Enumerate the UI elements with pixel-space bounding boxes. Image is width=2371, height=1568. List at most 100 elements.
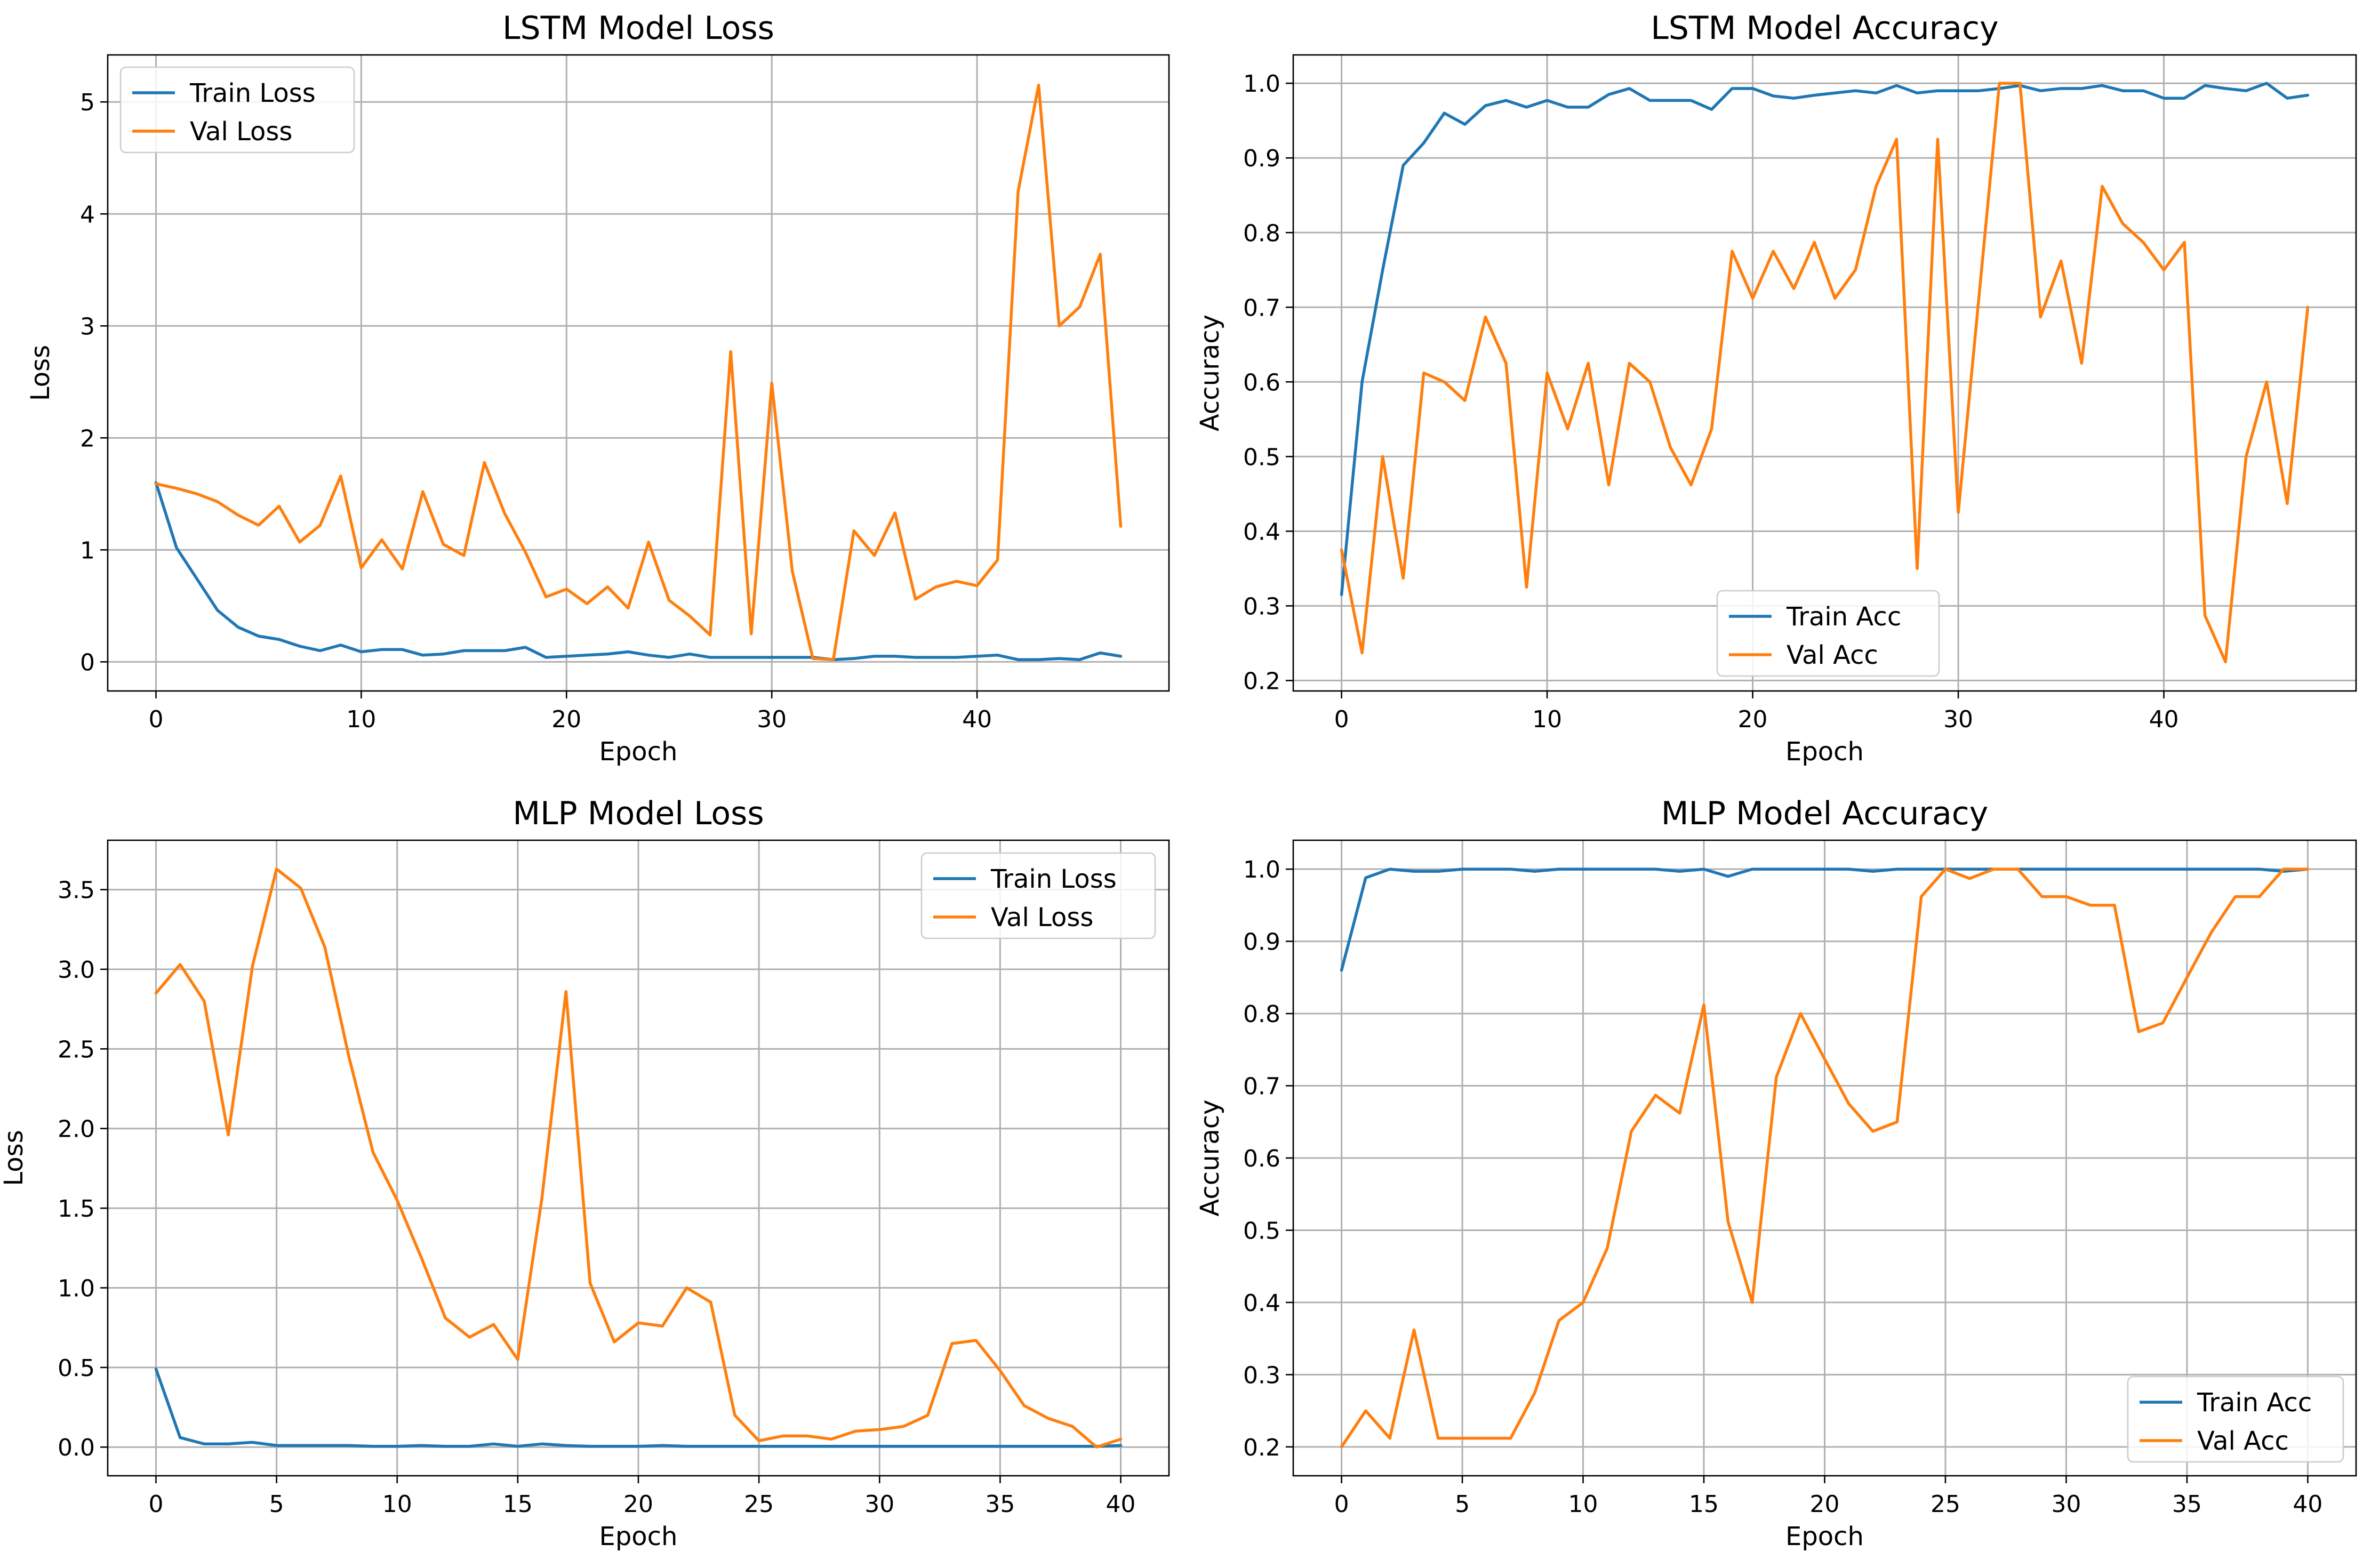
x-tick-label: 10 bbox=[382, 1491, 412, 1518]
x-tick-label: 0 bbox=[148, 706, 163, 733]
y-axis-label: Loss bbox=[0, 1130, 29, 1186]
series-line-val-acc bbox=[1340, 867, 2310, 1449]
series-line-val-acc bbox=[1340, 82, 2310, 664]
legend-entry: Val Loss bbox=[991, 903, 1093, 932]
x-tick-label: 30 bbox=[2051, 1491, 2081, 1518]
x-tick-label: 40 bbox=[2149, 706, 2179, 733]
chart-3: 0 5 10 15 20 25 30 35 40 0.0 0.5 1.0 1.5 2.0 2.5 3.0 3.5… bbox=[0, 795, 1170, 1551]
legend-frame bbox=[1716, 590, 1940, 677]
series-line-train-loss bbox=[154, 481, 1123, 661]
y-tick-label: 3 bbox=[80, 313, 95, 340]
y-tick-label: 4 bbox=[80, 201, 95, 228]
legend-entry: Train Acc bbox=[1786, 602, 1901, 632]
y-tick-label: 1 bbox=[80, 537, 95, 564]
legend-entry: Train Acc bbox=[2197, 1388, 2312, 1418]
x-tick-label: 25 bbox=[744, 1491, 774, 1518]
series-line-train-loss bbox=[154, 1368, 1123, 1448]
y-axis-label: Accuracy bbox=[1195, 1099, 1225, 1216]
y-tick-label: 2.0 bbox=[58, 1116, 95, 1143]
x-tick-label: 0 bbox=[148, 1491, 163, 1518]
y-tick-label: 0 bbox=[80, 649, 95, 676]
y-tick-label: 0.3 bbox=[1243, 1362, 1280, 1389]
y-tick-label: 0.5 bbox=[1243, 1217, 1280, 1244]
y-tick-label: 3.0 bbox=[58, 956, 95, 984]
y-tick-label: 0.7 bbox=[1243, 1073, 1280, 1100]
x-tick-label: 0 bbox=[1334, 1491, 1349, 1518]
chart-1: 0 10 20 30 40 0 1 2 3 4 5 LSTM Model Loss Epoch Loss T… bbox=[26, 10, 1170, 767]
x-tick-label: 10 bbox=[346, 706, 376, 733]
chart-title: LSTM Model Accuracy bbox=[1651, 10, 1998, 47]
y-tick-label: 0.7 bbox=[1243, 294, 1280, 321]
x-tick-label: 30 bbox=[1943, 706, 1973, 733]
x-tick-label: 15 bbox=[503, 1491, 533, 1518]
y-tick-label: 1.5 bbox=[58, 1195, 95, 1223]
y-tick-label: 0.8 bbox=[1243, 220, 1280, 247]
x-axis-label: Epoch bbox=[599, 737, 678, 767]
chart-title: MLP Model Loss bbox=[512, 795, 764, 832]
y-tick-label: 0.9 bbox=[1243, 929, 1280, 956]
y-tick-label: 2 bbox=[80, 425, 95, 452]
legend-entry: Train Loss bbox=[990, 864, 1117, 894]
x-tick-label: 10 bbox=[1568, 1491, 1598, 1518]
x-axis-label: Epoch bbox=[599, 1522, 678, 1551]
x-tick-label: 30 bbox=[864, 1491, 894, 1518]
legend-entry: Val Acc bbox=[2197, 1426, 2289, 1456]
chart-4: 0 5 10 15 20 25 30 35 40 0.2 0.3 0.4 0.5 0.6 0.7 0.8 0.9… bbox=[1195, 795, 2357, 1551]
x-axis-label: Epoch bbox=[1785, 737, 1864, 767]
x-tick-label: 30 bbox=[757, 706, 787, 733]
y-tick-label: 0.2 bbox=[1243, 668, 1280, 695]
y-tick-label: 0.0 bbox=[58, 1434, 95, 1461]
chart-title: MLP Model Accuracy bbox=[1661, 795, 1989, 832]
x-tick-label: 20 bbox=[1738, 706, 1768, 733]
series-line-train-acc bbox=[1340, 82, 2310, 597]
plot-frame bbox=[107, 54, 1170, 692]
x-tick-label: 15 bbox=[1689, 1491, 1719, 1518]
x-tick-label: 20 bbox=[551, 706, 581, 733]
x-tick-label: 40 bbox=[962, 706, 992, 733]
x-tick-label: 5 bbox=[269, 1491, 284, 1518]
y-tick-label: 2.5 bbox=[58, 1036, 95, 1063]
y-tick-label: 3.5 bbox=[58, 877, 95, 904]
legend: Train Acc Val Acc bbox=[2127, 1376, 2344, 1463]
legend: Train Loss Val Loss bbox=[920, 852, 1156, 939]
legend: Train Acc Val Acc bbox=[1716, 590, 1940, 677]
x-tick-label: 10 bbox=[1532, 706, 1562, 733]
y-axis-label: Loss bbox=[26, 345, 55, 401]
series-line-val-loss bbox=[154, 867, 1123, 1449]
y-axis-label: Accuracy bbox=[1195, 315, 1225, 431]
x-tick-label: 35 bbox=[2172, 1491, 2202, 1518]
y-tick-label: 0.3 bbox=[1243, 593, 1280, 620]
legend: Train Loss Val Loss bbox=[119, 66, 355, 154]
x-tick-label: 35 bbox=[985, 1491, 1015, 1518]
x-tick-label: 40 bbox=[2293, 1491, 2322, 1518]
y-tick-label: 0.5 bbox=[1243, 444, 1280, 471]
legend-entry: Val Acc bbox=[1787, 640, 1878, 670]
legend-entry: Train Loss bbox=[189, 78, 316, 108]
y-tick-label: 0.4 bbox=[1243, 518, 1280, 545]
y-tick-label: 0.8 bbox=[1243, 1001, 1280, 1028]
series-line-train-acc bbox=[1340, 867, 2310, 972]
legend-entry: Val Loss bbox=[190, 117, 292, 147]
y-tick-label: 0.6 bbox=[1243, 1145, 1280, 1172]
x-tick-label: 25 bbox=[1931, 1491, 1960, 1518]
x-tick-label: 40 bbox=[1106, 1491, 1136, 1518]
x-tick-label: 5 bbox=[1455, 1491, 1470, 1518]
plot-frame bbox=[1292, 54, 2357, 692]
y-tick-label: 0.4 bbox=[1243, 1290, 1280, 1317]
y-tick-label: 0.5 bbox=[58, 1355, 95, 1382]
y-tick-label: 1.0 bbox=[1243, 70, 1280, 98]
chart-2: 0 10 20 30 40 0.2 0.3 0.4 0.5 0.6 0.7 0.8 0.9 1.0 LSTM… bbox=[1195, 10, 2357, 767]
y-tick-label: 0.2 bbox=[1243, 1434, 1280, 1461]
legend-frame bbox=[920, 852, 1156, 939]
y-tick-label: 1.0 bbox=[58, 1275, 95, 1302]
y-tick-label: 5 bbox=[80, 89, 95, 116]
series-line-val-loss bbox=[154, 83, 1123, 661]
legend-frame bbox=[119, 66, 355, 154]
x-tick-label: 20 bbox=[1810, 1491, 1840, 1518]
x-tick-label: 0 bbox=[1334, 706, 1349, 733]
x-tick-label: 20 bbox=[623, 1491, 653, 1518]
chart-title: LSTM Model Loss bbox=[502, 10, 774, 47]
y-tick-label: 0.9 bbox=[1243, 145, 1280, 172]
y-tick-label: 1.0 bbox=[1243, 856, 1280, 883]
